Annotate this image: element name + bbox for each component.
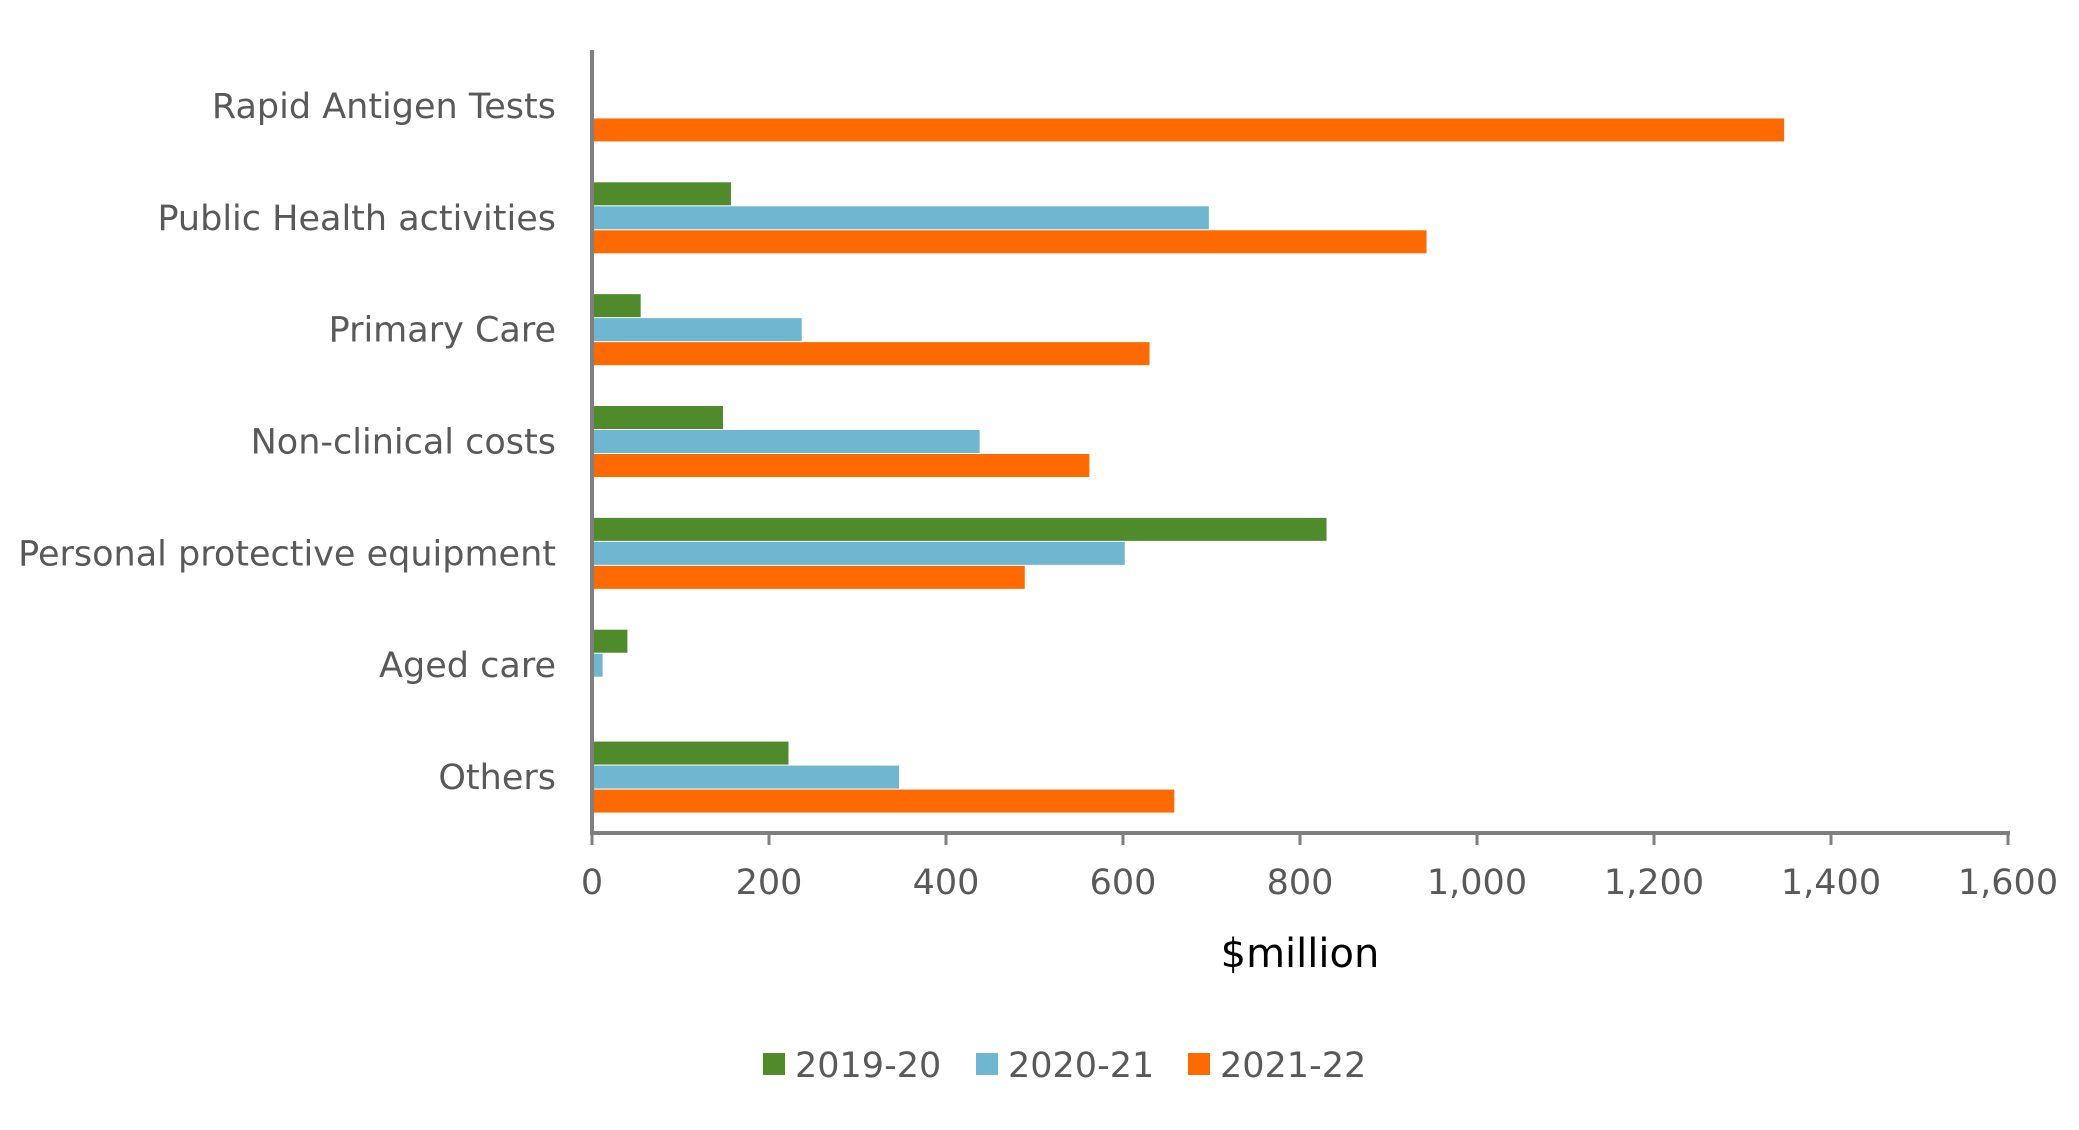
bar-personal-protective-equipment-2021-22 (592, 565, 1025, 589)
x-tick-label: 1,600 (1958, 863, 2058, 903)
category-label: Aged care (379, 646, 556, 686)
legend-swatch-2020-21 (976, 1053, 998, 1075)
bar-personal-protective-equipment-2020-21 (592, 541, 1125, 565)
bar-others-2020-21 (592, 765, 900, 789)
x-tick-label: 200 (736, 863, 803, 903)
bar-primary-care-2020-21 (592, 318, 802, 342)
bars-group (592, 118, 1785, 813)
bar-public-health-activities-2021-22 (592, 230, 1427, 254)
category-label: Others (438, 758, 556, 798)
x-axis-title: $million (1221, 931, 1380, 977)
bar-primary-care-2021-22 (592, 342, 1150, 366)
x-tick-label: 1,200 (1604, 863, 1704, 903)
bar-non-clinical-costs-2020-21 (592, 430, 980, 453)
bar-others-2021-22 (592, 789, 1175, 813)
x-tick-label: 1,000 (1427, 863, 1527, 903)
category-label: Rapid Antigen Tests (212, 87, 556, 127)
x-tick-label: 0 (581, 863, 603, 903)
bar-personal-protective-equipment-2019-20 (592, 517, 1327, 541)
bar-aged-care-2020-21 (592, 653, 603, 677)
bar-primary-care-2019-20 (592, 294, 641, 318)
category-label: Public Health activities (157, 199, 556, 239)
x-tick-label: 600 (1090, 863, 1157, 903)
legend: 2019-20 2020-21 2021-22 (763, 1046, 1366, 1086)
category-label: Primary Care (329, 311, 556, 351)
x-tick-label: 1,400 (1781, 863, 1881, 903)
category-label: Non-clinical costs (251, 423, 556, 463)
bar-others-2019-20 (592, 741, 789, 765)
legend-label-2019-20: 2019-20 (795, 1046, 941, 1086)
bar-public-health-activities-2019-20 (592, 182, 731, 206)
bar-public-health-activities-2020-21 (592, 206, 1209, 230)
x-tick-label: 800 (1267, 863, 1334, 903)
x-tick-label: 400 (913, 863, 980, 903)
bar-non-clinical-costs-2021-22 (592, 454, 1090, 477)
bar-non-clinical-costs-2019-20 (592, 406, 723, 429)
x-axis: 0 200 400 600 800 1,000 1,200 1,400 1,600 (581, 831, 2058, 903)
legend-label-2020-21: 2020-21 (1008, 1046, 1154, 1086)
bar-aged-care-2019-20 (592, 629, 628, 653)
category-label: Personal protective equipment (18, 534, 556, 574)
legend-swatch-2019-20 (763, 1053, 785, 1075)
bar-rapid-antigen-tests-2021-22 (592, 118, 1785, 142)
legend-swatch-2021-22 (1188, 1053, 1210, 1075)
legend-label-2021-22: 2021-22 (1220, 1046, 1366, 1086)
category-labels: Rapid Antigen Tests Public Health activit… (18, 87, 556, 798)
